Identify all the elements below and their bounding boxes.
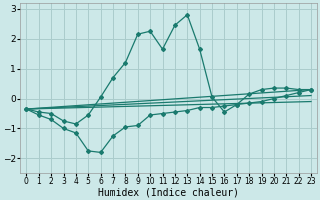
X-axis label: Humidex (Indice chaleur): Humidex (Indice chaleur) [98,187,239,197]
